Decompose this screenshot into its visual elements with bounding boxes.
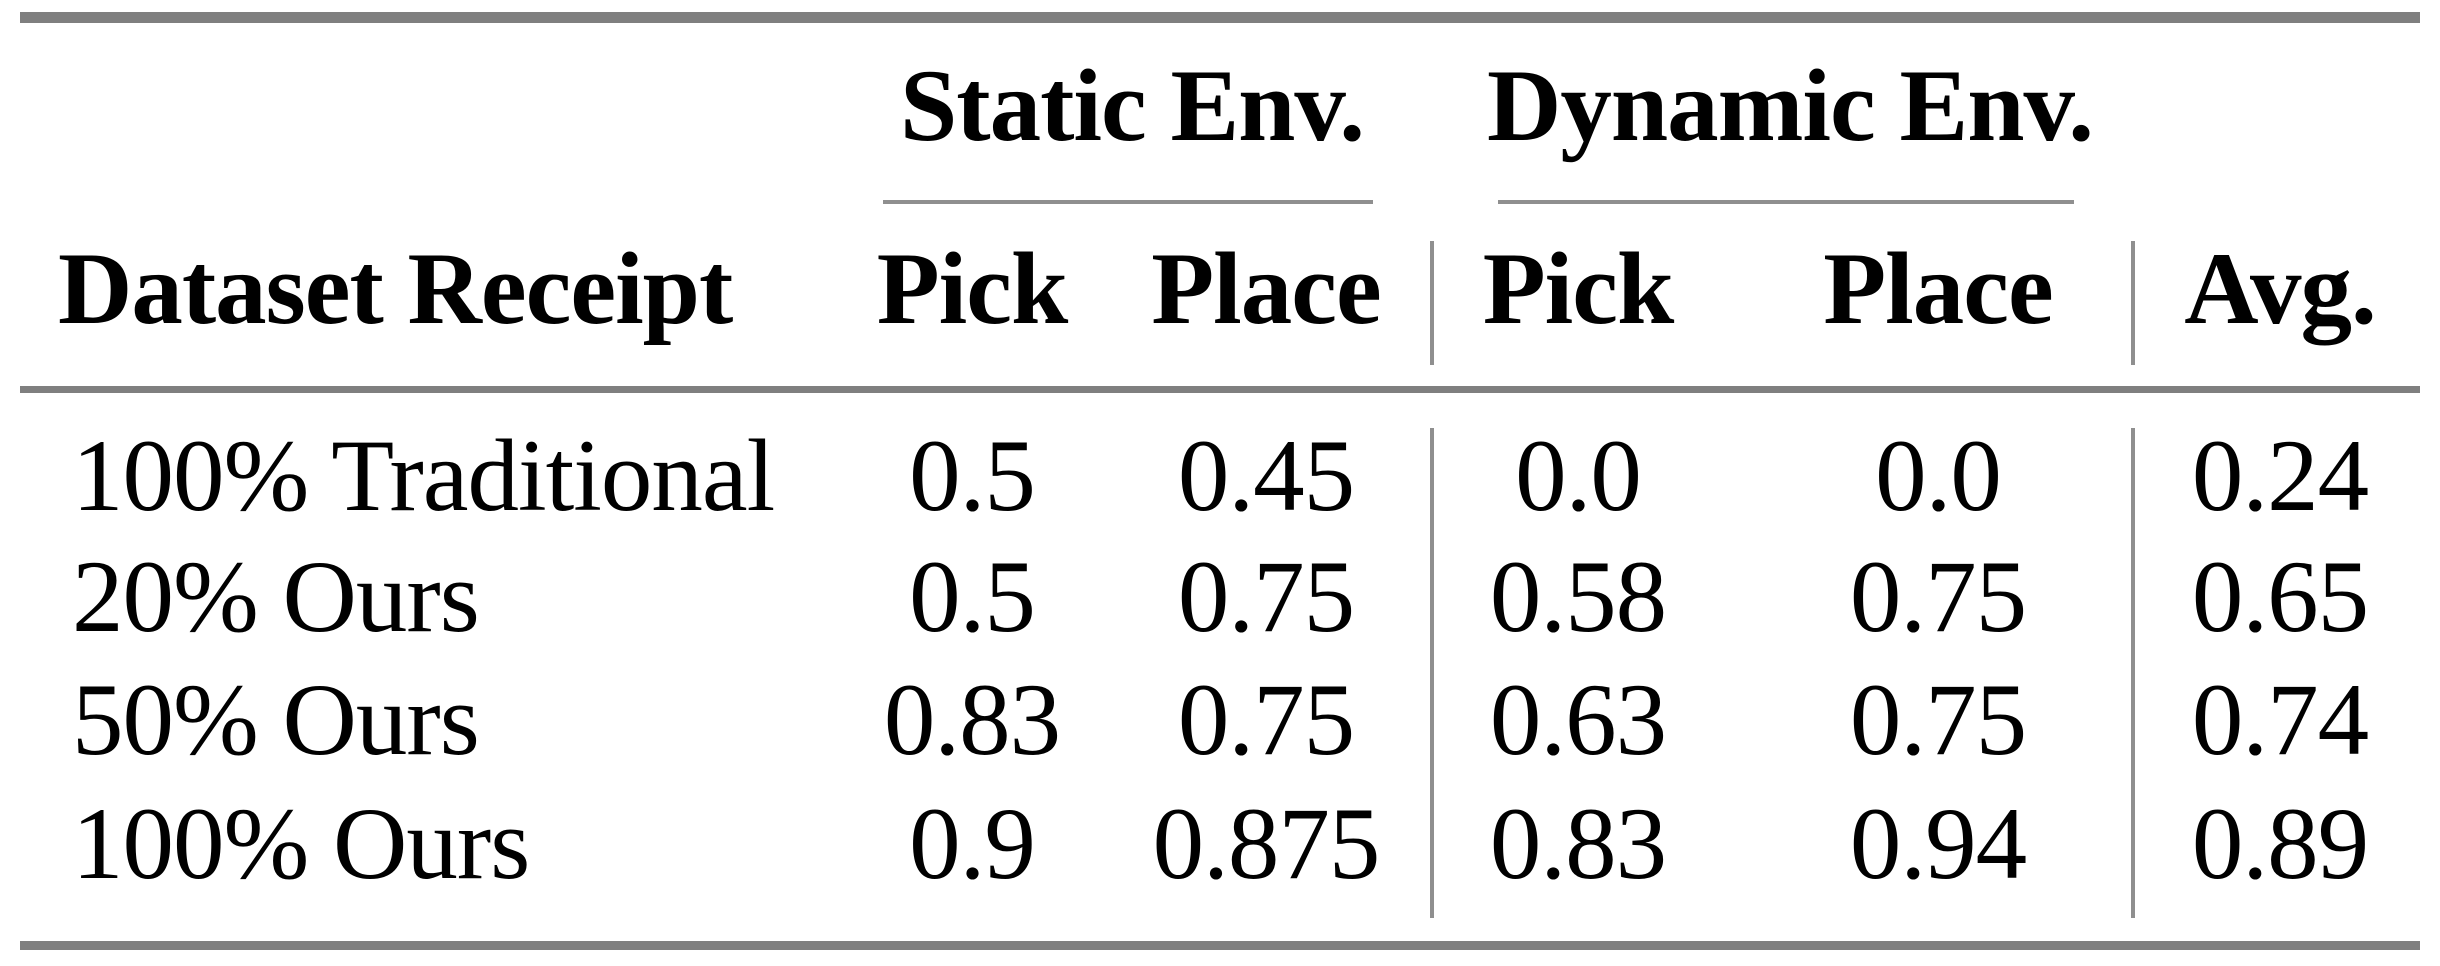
col-header-static-pick: Pick [876,232,1069,346]
cell-dynamic-place: 0.0 [1875,419,2002,533]
table-top-rule [20,12,2420,23]
cell-dynamic-pick: 0.83 [1489,787,1667,901]
row-label: 20% Ours [72,540,480,654]
cell-static-place: 0.75 [1177,540,1355,654]
cell-static-place: 0.45 [1177,419,1355,533]
row-label: 100% Ours [72,787,530,901]
cell-static-pick: 0.5 [909,540,1036,654]
vertical-rule-header-static-dynamic [1430,241,1434,365]
cell-avg: 0.89 [2191,787,2369,901]
cell-dynamic-place: 0.94 [1849,787,2027,901]
table-bottom-rule [20,941,2420,950]
cell-static-pick: 0.5 [909,419,1036,533]
cell-dynamic-place: 0.75 [1849,540,2027,654]
cell-static-pick: 0.9 [909,787,1036,901]
static-env-cmidrule [883,200,1373,204]
col-header-dynamic-pick: Pick [1482,232,1675,346]
cell-avg: 0.24 [2191,419,2369,533]
col-header-avg: Avg. [2184,232,2376,346]
vertical-rule-body-static-dynamic [1430,428,1434,918]
cell-static-place: 0.875 [1152,787,1381,901]
cell-dynamic-place: 0.75 [1849,663,2027,777]
cell-dynamic-pick: 0.58 [1489,540,1667,654]
cell-avg: 0.74 [2191,663,2369,777]
group-header-dynamic-env: Dynamic Env. [1486,49,2094,163]
row-label: 100% Traditional [72,419,775,533]
row-label: 50% Ours [72,663,480,777]
table-mid-rule [20,386,2420,393]
cell-dynamic-pick: 0.0 [1515,419,1642,533]
group-header-static-env: Static Env. [899,49,1365,163]
col-header-dataset-receipt: Dataset Receipt [58,232,733,346]
cell-dynamic-pick: 0.63 [1489,663,1667,777]
cell-static-place: 0.75 [1177,663,1355,777]
vertical-rule-body-avg [2131,428,2135,918]
col-header-dynamic-place: Place [1823,232,2053,346]
col-header-static-place: Place [1151,232,1381,346]
dynamic-env-cmidrule [1498,200,2074,204]
cell-avg: 0.65 [2191,540,2369,654]
cell-static-pick: 0.83 [883,663,1061,777]
vertical-rule-header-avg [2131,241,2135,365]
